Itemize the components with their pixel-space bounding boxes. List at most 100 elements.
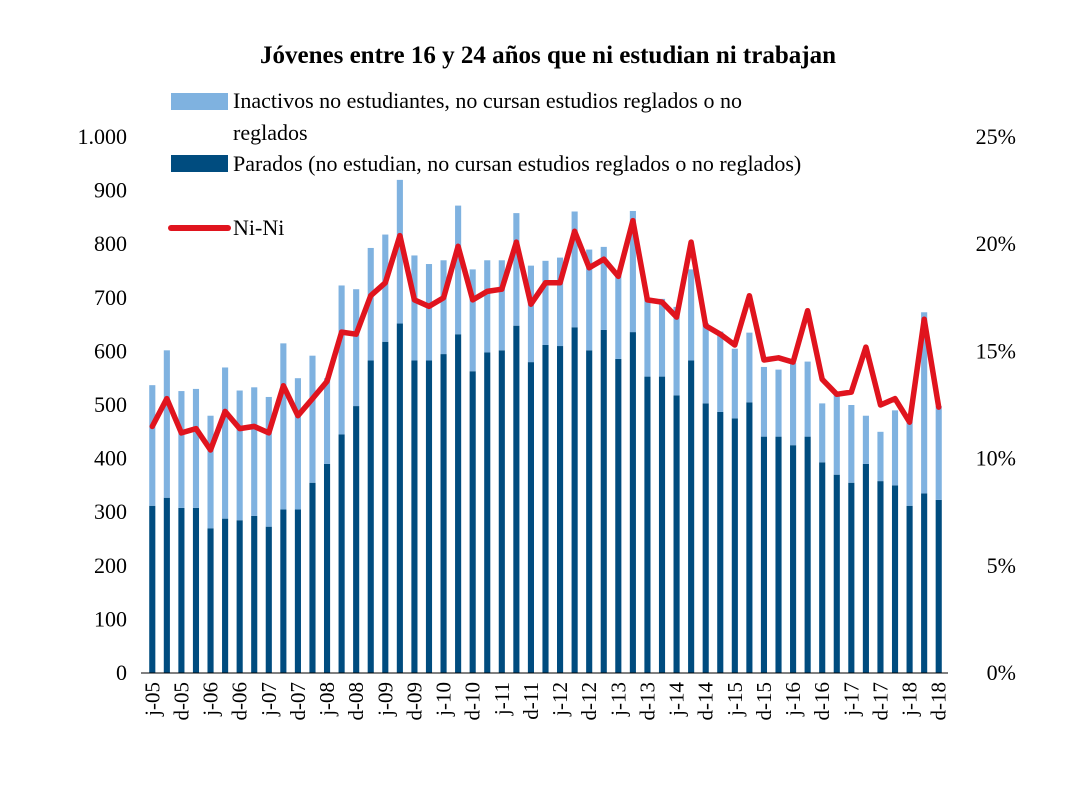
bar-inactivos [455,205,462,335]
bar-parados [833,474,840,673]
x-tick-label: j-18 [898,682,922,717]
bar-parados [251,515,258,673]
bar-inactivos [294,378,301,510]
bar-parados [819,462,826,673]
bar-inactivos [717,331,724,412]
bar-inactivos [600,246,607,330]
bar-parados [848,482,855,673]
bar-parados [323,463,331,673]
bar-parados [688,360,695,673]
bar-inactivos [629,210,636,333]
legend-label-inactivos: Inactivos no estudiantes, no cursan estu… [233,88,742,113]
bar-inactivos [921,312,928,494]
bar-inactivos [367,247,374,361]
x-tick-label: d-18 [927,682,951,721]
x-tick-label: j-10 [432,682,456,717]
bar-inactivos [353,289,360,407]
bar-inactivos [251,387,258,516]
bar-inactivos [498,260,505,351]
y-right-tick-label: 10% [976,446,1016,471]
bar-inactivos [702,322,709,404]
y-left-tick-label: 900 [94,178,127,203]
bar-parados [353,406,360,673]
bar-parados [163,497,170,673]
bar-parados [513,325,520,673]
x-tick-label: j-13 [606,682,630,717]
bar-inactivos [396,179,403,324]
bar-parados [891,485,899,673]
bar-parados [746,402,753,673]
bar-parados [906,505,913,673]
bar-parados [935,499,942,673]
bar-parados [425,360,433,673]
bar-parados [862,463,869,673]
bar-inactivos [236,390,243,521]
x-tick-label: j-06 [199,682,223,717]
bar-inactivos [192,388,200,508]
ni-ni-line [149,217,942,453]
bar-parados [644,376,651,673]
y-right-tick-label: 0% [987,660,1016,685]
bar-parados [673,395,680,673]
bar-parados [178,507,185,673]
bar-inactivos [571,211,578,328]
y-left-tick-label: 800 [94,231,127,256]
bar-inactivos [149,385,156,506]
bar-parados [586,350,593,673]
bar-inactivos [527,265,534,363]
y-axis-left: 0 100 200 300 400 500 600 700 800 900 1.000 [78,124,128,685]
bar-inactivos [163,350,170,498]
bar-inactivos [557,257,564,347]
bar-parados [207,528,214,673]
bar-inactivos [760,366,768,437]
bar-parados [236,520,243,673]
x-tick-label: d-08 [344,682,368,721]
x-tick-label: d-07 [286,682,310,721]
bar-inactivos [265,396,272,527]
bar-parados [192,507,200,673]
bar-inactivos [222,367,229,519]
bar-parados [469,371,476,673]
legend-swatch-parados [171,155,228,172]
bar-parados [338,434,345,673]
bar-parados [702,403,709,673]
x-tick-label: d-11 [519,682,543,720]
bar-inactivos [323,378,331,464]
x-axis-ticks: j-05 d-05 j-06 d-06 j-07 d-07 j-08 d-08 j-09 d-09… [140,682,950,721]
x-tick-label: j-07 [257,682,281,717]
x-tick-label: j-05 [140,682,164,717]
x-tick-label: d-16 [810,682,834,721]
chart-title: Jóvenes entre 16 y 24 años que ni estudi… [260,42,836,69]
bar-parados [498,350,505,673]
x-tick-label: d-13 [635,682,659,721]
x-tick-label: j-12 [548,682,572,717]
y-left-tick-label: 300 [94,499,127,524]
bar-inactivos [688,269,695,361]
bar-inactivos [658,298,666,377]
bar-inactivos [338,285,345,435]
bar-inactivos [440,260,447,355]
bar-parados [790,445,797,673]
bar-parados [615,358,622,673]
bar-parados [440,354,447,673]
legend: Inactivos no estudiantes, no cursan estu… [168,88,801,240]
bar-parados [280,509,287,673]
bar-parados [294,509,301,673]
x-tick-label: j-08 [315,682,339,717]
bar-parados [411,360,418,673]
x-tick-label: d-15 [752,682,776,721]
bar-inactivos [746,332,753,403]
bar-inactivos [731,348,738,419]
bar-parados [921,493,928,673]
bar-inactivos [542,260,549,345]
bar-parados [222,518,229,673]
bar-inactivos [833,394,840,475]
bars [149,179,942,673]
bar-parados [760,436,768,673]
bar-parados [527,362,534,673]
x-tick-label: j-09 [373,682,397,717]
bar-parados [557,346,564,673]
ni-ni-line-layer [149,217,942,453]
bar-inactivos [586,249,593,351]
